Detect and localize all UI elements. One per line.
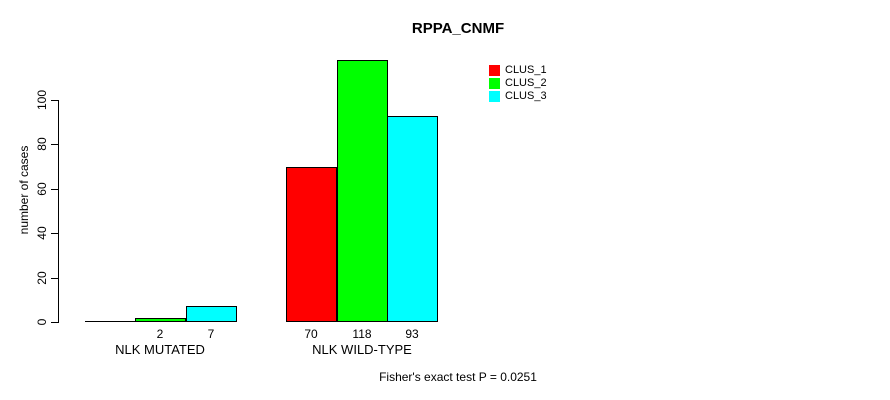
- y-tick-label: 0: [35, 318, 49, 326]
- bar-clus_1: [286, 167, 337, 322]
- y-tick-mark: [51, 100, 58, 101]
- bar-clus_2: [135, 318, 186, 322]
- bar-clus_3: [186, 306, 237, 322]
- y-axis-title: number of cases: [17, 145, 31, 235]
- bar-clus_3: [387, 116, 438, 322]
- y-tick-mark: [51, 189, 58, 190]
- legend-label: CLUS_1: [505, 64, 547, 76]
- y-tick-label: 20: [35, 271, 49, 285]
- bar-clus_2: [337, 60, 388, 322]
- bar-value-label: 2: [156, 327, 164, 341]
- y-tick-label: 60: [35, 182, 49, 196]
- legend-row: CLUS_1: [489, 64, 547, 77]
- y-tick-mark: [51, 144, 58, 145]
- chart-title: RPPA_CNMF: [411, 20, 505, 37]
- category-label: NLK WILD-TYPE: [312, 342, 412, 357]
- legend-row: CLUS_3: [489, 90, 547, 103]
- y-tick-mark: [51, 233, 58, 234]
- bar-value-label: 70: [304, 327, 318, 341]
- y-tick-label: 100: [35, 89, 49, 111]
- y-tick-label: 80: [35, 137, 49, 151]
- legend-row: CLUS_2: [489, 77, 547, 90]
- bar-value-label: 7: [207, 327, 215, 341]
- bar-value-label: 118: [352, 327, 372, 341]
- y-tick-label: 40: [35, 226, 49, 240]
- legend-swatch-icon: [489, 91, 500, 102]
- category-label: NLK MUTATED: [115, 342, 205, 357]
- bar-value-label: 93: [405, 327, 419, 341]
- legend-label: CLUS_3: [505, 90, 547, 102]
- legend-swatch-icon: [489, 65, 500, 76]
- y-axis-line: [58, 100, 59, 323]
- legend-swatch-icon: [489, 78, 500, 89]
- statistical-test-note: Fisher's exact test P = 0.0251: [379, 370, 537, 384]
- y-tick-mark: [51, 278, 58, 279]
- legend-label: CLUS_2: [505, 77, 547, 89]
- y-tick-mark: [51, 322, 58, 323]
- chart-legend: CLUS_1 CLUS_2 CLUS_3: [489, 64, 547, 103]
- bar-clus_1-zero: [85, 321, 135, 322]
